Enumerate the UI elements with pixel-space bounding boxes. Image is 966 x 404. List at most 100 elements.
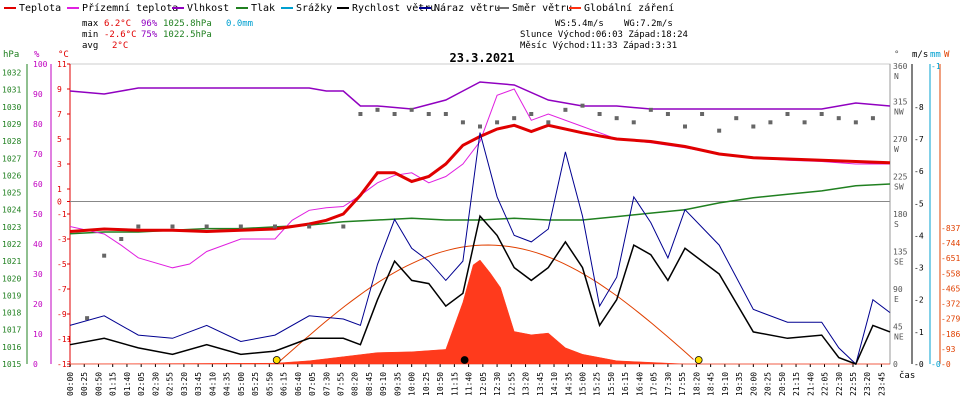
stats-max-rain: 0.0mm [226, 19, 253, 29]
tick-label-pct: 90 [33, 90, 43, 99]
tick-label-x: 12:30 [493, 372, 502, 396]
tick-label-x: 00:25 [80, 372, 89, 396]
tick-label-x: 13:45 [536, 372, 545, 396]
stats-avg-label: avg [82, 41, 98, 51]
wind-dir-point [819, 112, 824, 116]
tick-label-w: -279 [941, 315, 960, 324]
legend: Teplota Přízemní teplota Vlhkost Tlak Srážky… [4, 2, 674, 14]
tick-label-x: 17:55 [678, 372, 687, 396]
tick-label-x: 09:10 [379, 372, 388, 396]
stats-min-press: 1022.5hPa [163, 30, 212, 40]
legend-label: Přízemní teplota [82, 2, 178, 14]
tick-label-x: 17:30 [664, 372, 673, 396]
tick-label-ms: -5 [914, 199, 924, 208]
tick-label-pct: 30 [33, 270, 43, 279]
tick-label-x: 04:10 [208, 372, 217, 396]
astro-moon: Měsíc Východ:11:33 Západ:3:31 [520, 41, 677, 51]
wind-dir-point [870, 116, 875, 121]
legend-label: Směr větru [512, 2, 572, 14]
wind-dir-point [836, 116, 841, 121]
tick-label-x: 02:55 [166, 372, 175, 396]
tick-label-w: -558 [941, 269, 960, 278]
tick-label-ms: -8 [914, 103, 924, 112]
series-ground-temp [69, 88, 890, 269]
legend-label: Vlhkost [187, 3, 229, 14]
tick-label-c: 11 [57, 60, 67, 69]
tick-label-x: 17:05 [650, 372, 659, 396]
wind-dir-point [375, 107, 380, 112]
plot-area [69, 81, 891, 365]
tick-label-c: 3 [57, 160, 62, 169]
tick-label-dir: 225 [893, 173, 908, 182]
tick-label-hpa: 1026 [2, 171, 21, 180]
tick-label-hpa: 1028 [2, 137, 21, 146]
tick-label-c: -13 [57, 360, 72, 369]
tick-label-x: 05:50 [265, 372, 274, 396]
tick-label-c: -5 [57, 260, 67, 269]
wind-dir-point [614, 116, 619, 121]
legend-label: Rychlost větru [352, 2, 436, 14]
legend-label: Globální záření [584, 2, 674, 14]
wind-dir-point [563, 107, 568, 112]
tick-label-hpa: 1027 [2, 154, 21, 163]
tick-label-c: -9 [57, 310, 67, 319]
wind-dir-point [495, 120, 500, 125]
tick-label-c: -1 [57, 210, 67, 219]
tick-label-c: 5 [57, 135, 62, 144]
tick-label-x: 20:00 [749, 372, 758, 396]
tick-label-hpa: 1022 [2, 240, 21, 249]
wind-dir-point [546, 120, 551, 125]
tick-label-x: 15:25 [593, 372, 602, 396]
stats-min-label: min [82, 30, 98, 40]
tick-label-x: 10:25 [422, 372, 431, 396]
wind-dir-point [170, 224, 175, 229]
tick-label-x: 10:00 [408, 372, 417, 396]
tick-label-ms: -6 [914, 167, 924, 176]
astro-block: WS:5.4m/s WG:7.2m/s Slunce Východ:06:03 … [520, 19, 688, 51]
tick-label-dir-name: NE [894, 333, 904, 342]
tick-label-dir-name: S [894, 220, 899, 229]
stats-max-press: 1025.8hPa [163, 19, 212, 29]
wind-dir-point [119, 237, 124, 241]
axis-unit-mm: mm [930, 50, 941, 60]
tick-label-dir: 180 [893, 210, 908, 219]
tick-label-dir: 45 [893, 323, 903, 332]
axis-unit-pct: % [34, 50, 40, 60]
legend-label: Teplota [19, 3, 61, 14]
wind-dir-point [238, 224, 243, 229]
tick-label-dir: 270 [893, 135, 908, 144]
astro-sun: Slunce Východ:06:03 Západ:18:24 [520, 30, 688, 40]
series-pressure [69, 183, 891, 235]
wind-dir-point [409, 107, 414, 112]
tick-label-dir-name: N [894, 72, 899, 81]
tick-label-x: 05:00 [237, 372, 246, 396]
wind-dir-point [665, 112, 670, 116]
stats-max-hum: 96% [141, 19, 158, 29]
tick-label-ms: -0 [914, 360, 924, 369]
tick-label-hpa: 1029 [2, 120, 21, 129]
wind-dir-point [426, 112, 431, 116]
legend-label: Náraz větru [434, 2, 500, 14]
tick-label-dir: 360 [893, 62, 908, 71]
tick-label-x: 06:40 [294, 372, 303, 396]
tick-label-x: 15:50 [607, 372, 616, 396]
tick-label-mm: -0 [931, 360, 941, 369]
wind-dir-point [204, 224, 209, 229]
tick-label-dir-name: NW [894, 108, 904, 117]
tick-label-c: 7 [57, 110, 62, 119]
tick-label-x: 16:40 [635, 372, 644, 396]
tick-label-hpa: 1019 [2, 291, 21, 300]
tick-label-hpa: 1023 [2, 223, 21, 232]
tick-label-dir-name: SE [894, 258, 904, 267]
astro-wg: WG:7.2m/s [624, 19, 673, 29]
series-wind-speed [69, 214, 891, 365]
wind-dir-point [631, 120, 636, 125]
tick-label-hpa: 1024 [2, 206, 21, 215]
tick-label-pct: 60 [33, 180, 43, 189]
axis-unit-hpa: hPa [3, 50, 19, 60]
tick-label-x: 21:15 [792, 372, 801, 396]
stats-avg-temp: 2°C [112, 41, 128, 51]
axes: hPa% °C1032103110301029102810271026102510… [2, 50, 960, 396]
tick-label-dir-name: SW [894, 183, 904, 192]
